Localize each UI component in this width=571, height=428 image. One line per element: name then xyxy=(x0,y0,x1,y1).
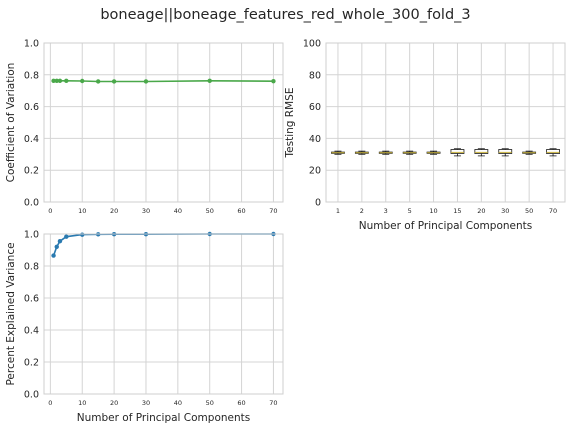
pev-data-point xyxy=(80,232,85,237)
cv-data-point xyxy=(54,78,59,84)
pev-data-point xyxy=(51,253,56,258)
pev-x-tick-label: 30 xyxy=(142,399,150,407)
cv-data-point xyxy=(111,79,117,84)
pev-plot-area xyxy=(44,234,283,394)
cv-chart: 0.0 0.2 0.4 0.6 0.8 1.0 Coefficient of Variati… xyxy=(5,39,284,215)
pev-x-axis-label: Number of Principal Components xyxy=(77,412,251,424)
pev-data-point xyxy=(54,244,59,249)
pev-y-tick-label: 0.6 xyxy=(24,294,39,305)
rmse-y-tick-label: 40 xyxy=(309,134,321,145)
cv-y-axis-label: Coefficient of Variation xyxy=(5,63,17,183)
rmse-x-tick-label: 20 xyxy=(477,207,485,215)
rmse-chart: 0 20 40 60 80 100 Testing RMSE Number of Princi… xyxy=(284,39,566,232)
cv-plot-area xyxy=(44,43,283,202)
pev-data-point xyxy=(64,234,69,239)
cv-x-tick-label: 60 xyxy=(237,207,245,215)
pev-x-tick-label: 50 xyxy=(206,399,214,407)
pev-y-tick-label: 0.0 xyxy=(24,390,39,401)
cv-data-point xyxy=(95,79,101,84)
cv-x-tick-label: 40 xyxy=(174,207,182,215)
rmse-x-tick-label: 50 xyxy=(525,207,533,215)
cv-x-tick-label: 50 xyxy=(206,207,214,215)
rmse-box xyxy=(546,149,560,154)
rmse-y-tick-label: 0 xyxy=(315,198,321,209)
cv-x-tick-label: 70 xyxy=(269,207,277,215)
rmse-plot-area xyxy=(326,43,565,202)
rmse-y-axis-label: Testing RMSE xyxy=(284,88,296,159)
figure-title: boneage||boneage_features_red_whole_300_… xyxy=(100,7,470,23)
cv-data-point xyxy=(64,78,69,84)
cv-data-point xyxy=(207,78,212,84)
pev-x-tick-label: 20 xyxy=(110,399,118,407)
pev-y-tick-label: 1.0 xyxy=(24,230,39,241)
cv-y-tick-label: 0.8 xyxy=(24,70,39,81)
cv-y-tick-label: 0.2 xyxy=(24,166,39,177)
rmse-x-tick-label: 3 xyxy=(384,207,388,215)
cv-data-point xyxy=(143,79,149,84)
pev-chart: 0.0 0.2 0.4 0.6 0.8 1.0 Percent Explained Vari… xyxy=(5,230,284,424)
cv-y-tick-label: 0.6 xyxy=(24,102,39,113)
pev-y-axis-label: Percent Explained Variance xyxy=(5,242,17,385)
pev-data-point xyxy=(57,239,63,244)
rmse-box xyxy=(450,149,465,154)
cv-x-tick-label: 10 xyxy=(78,207,86,215)
pev-y-tick-label: 0.2 xyxy=(24,358,39,369)
cv-data-point xyxy=(271,78,276,84)
cv-y-tick-label: 1.0 xyxy=(24,39,39,50)
rmse-x-axis-label: Number of Principal Components xyxy=(359,220,533,232)
rmse-spines xyxy=(325,42,566,203)
pev-x-tick-label: 0 xyxy=(48,399,52,407)
cv-series-line xyxy=(53,79,274,83)
pev-y-tick-label: 0.4 xyxy=(24,326,39,337)
pev-x-tick-label: 10 xyxy=(78,399,86,407)
cv-x-tick-label: 0 xyxy=(48,207,52,215)
cv-y-tick-label: 0.4 xyxy=(24,134,39,145)
cv-spines xyxy=(43,42,284,203)
rmse-box xyxy=(498,149,513,154)
rmse-box xyxy=(474,149,489,154)
pev-y-tick-label: 0.8 xyxy=(24,262,39,273)
cv-data-point xyxy=(51,78,56,84)
cv-x-tick-label: 30 xyxy=(142,207,150,215)
rmse-y-tick-label: 20 xyxy=(309,166,321,177)
cv-y-tick-label: 0.0 xyxy=(24,198,39,209)
rmse-x-tick-label: 2 xyxy=(360,207,364,215)
pev-x-tick-label: 60 xyxy=(237,399,245,407)
rmse-x-tick-label: 15 xyxy=(453,207,461,215)
rmse-x-tick-label: 10 xyxy=(429,207,437,215)
cv-data-point xyxy=(80,78,85,84)
pev-x-tick-label: 70 xyxy=(269,399,277,407)
rmse-x-tick-label: 1 xyxy=(336,207,340,215)
rmse-x-tick-label: 30 xyxy=(501,207,509,215)
pev-x-tick-label: 40 xyxy=(174,399,182,407)
rmse-y-tick-label: 80 xyxy=(309,70,321,81)
rmse-x-tick-label: 5 xyxy=(408,207,412,215)
pev-spines xyxy=(43,233,284,395)
rmse-y-tick-label: 60 xyxy=(309,102,321,113)
cv-x-tick-label: 20 xyxy=(110,207,118,215)
cv-data-point xyxy=(57,78,63,84)
rmse-y-tick-label: 100 xyxy=(303,39,321,50)
rmse-x-tick-label: 70 xyxy=(549,207,557,215)
